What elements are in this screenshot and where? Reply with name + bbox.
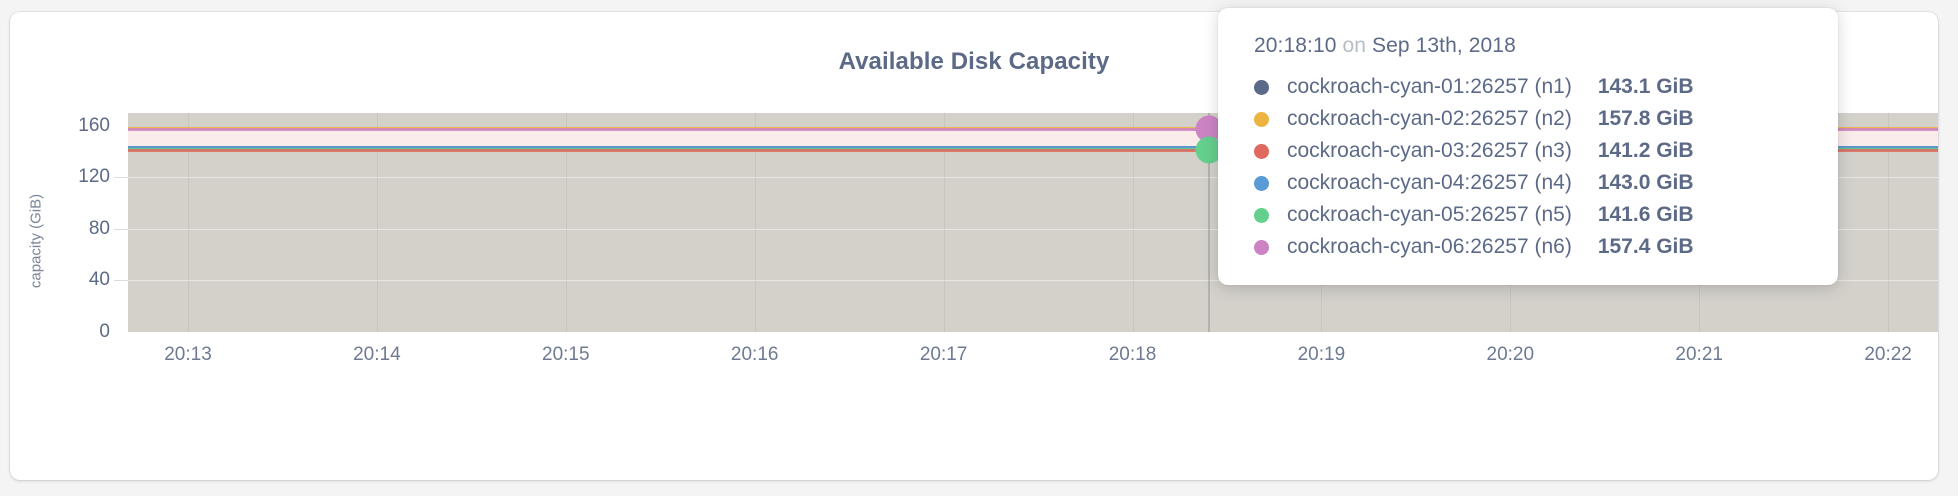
tooltip-row: cockroach-cyan-01:26257 (n1) 143.1 GiB [1254, 71, 1808, 103]
tooltip-series-name: cockroach-cyan-06:26257 (n6) [1287, 235, 1572, 258]
page-title: Available Disk Capacity [838, 48, 1110, 75]
y-axis-tick-label: 40 [88, 269, 110, 291]
series-color-dot-icon [1254, 207, 1269, 223]
y-axis-tick-mark [114, 280, 128, 282]
x-axis-tick-label: 20:14 [353, 344, 401, 365]
hover-crosshair [1208, 113, 1211, 332]
y-axis-tick-mark [114, 228, 128, 230]
series-color-dot-icon [1254, 143, 1269, 159]
y-axis-tick-label: 120 [78, 166, 110, 188]
x-axis-tick-label: 20:16 [730, 344, 779, 365]
tooltip-series-name: cockroach-cyan-02:26257 (n2) [1287, 107, 1572, 130]
hover-tooltip: 20:18:10 on Sep 13th, 2018 cockroach-cya… [1218, 8, 1838, 285]
horizontal-gridline [128, 228, 1938, 230]
tooltip-series-value: 157.8 GiB [1597, 107, 1694, 130]
y-axis-tick-label: 160 [78, 114, 110, 136]
y-axis-tick-label: 80 [88, 217, 110, 239]
tooltip-row: cockroach-cyan-05:26257 (n5) 141.6 GiB [1254, 199, 1808, 231]
series-line [128, 127, 1938, 131]
tooltip-header: 20:18:10 on Sep 13th, 2018 [1254, 34, 1808, 58]
x-axis-tick-label: 20:13 [164, 344, 212, 365]
series-color-dot-icon [1254, 175, 1269, 191]
vertical-gridline [754, 113, 756, 332]
tooltip-rows: cockroach-cyan-01:26257 (n1) 143.1 GiB coc… [1254, 71, 1808, 263]
vertical-gridline [376, 113, 378, 332]
x-axis-tick-label: 20:18 [1108, 344, 1157, 365]
tooltip-time: 20:18:10 [1254, 34, 1337, 57]
horizontal-gridline [128, 177, 1938, 179]
tooltip-series-name: cockroach-cyan-01:26257 (n1) [1287, 75, 1572, 98]
y-axis-tick-mark [114, 177, 128, 179]
x-axis-tick-label: 20:21 [1675, 344, 1723, 365]
series-line [128, 148, 1938, 152]
x-axis-tick-label: 20:19 [1297, 344, 1346, 365]
horizontal-gridline [128, 280, 1938, 282]
x-axis-tick-label: 20:17 [919, 344, 968, 365]
y-axis: 160 120 80 40 0 capacity (GiB) [10, 12, 128, 480]
vertical-gridline [943, 113, 945, 332]
tooltip-series-value: 143.0 GiB [1597, 171, 1694, 194]
vertical-gridline [1888, 113, 1890, 332]
tooltip-series-value: 157.4 GiB [1597, 235, 1694, 258]
tooltip-on-word: on [1342, 34, 1367, 57]
y-axis-tick-label: 0 [99, 321, 110, 342]
tooltip-row: cockroach-cyan-04:26257 (n4) 143.0 GiB [1254, 167, 1808, 199]
tooltip-series-value: 141.6 GiB [1597, 203, 1694, 226]
vertical-gridline [188, 113, 189, 332]
vertical-gridline [565, 113, 567, 332]
x-axis-tick-label: 20:15 [542, 344, 590, 365]
vertical-gridline [1132, 113, 1134, 332]
tooltip-row: cockroach-cyan-02:26257 (n2) 157.8 GiB [1254, 103, 1808, 135]
tooltip-date: Sep 13th, 2018 [1371, 34, 1516, 57]
series-line [128, 146, 1938, 150]
series-color-dot-icon [1254, 111, 1269, 127]
series-color-dot-icon [1254, 79, 1269, 95]
x-axis-tick-label: 20:22 [1864, 344, 1912, 365]
tooltip-series-value: 141.2 GiB [1597, 139, 1694, 162]
tooltip-series-name: cockroach-cyan-05:26257 (n5) [1287, 203, 1572, 226]
x-axis-tick-label: 20:20 [1486, 344, 1535, 365]
tooltip-series-name: cockroach-cyan-03:26257 (n3) [1287, 139, 1572, 162]
tooltip-row: cockroach-cyan-06:26257 (n6) 157.4 GiB [1254, 231, 1808, 263]
tooltip-row: cockroach-cyan-03:26257 (n3) 141.2 GiB [1254, 135, 1808, 167]
series-color-dot-icon [1254, 239, 1269, 255]
tooltip-series-value: 143.1 GiB [1597, 75, 1694, 98]
y-axis-label: capacity (GiB) [27, 193, 45, 289]
tooltip-series-name: cockroach-cyan-04:26257 (n4) [1287, 171, 1572, 194]
